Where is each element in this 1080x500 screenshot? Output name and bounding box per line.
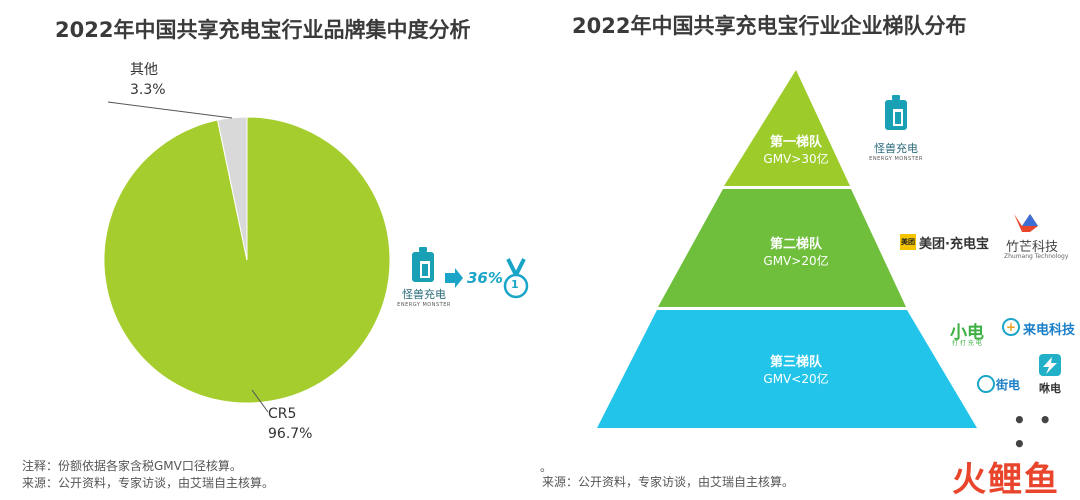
tier-3-gmv: GMV<20亿 — [763, 372, 829, 386]
pyramid-title: 2022年中国共享充电宝行业企业梯队分布 — [572, 14, 967, 38]
tier2-brand-zhumang: 竹芒科技 — [1006, 240, 1059, 255]
footnote-annotation: 注释：份额依据各家含税GMV口径核算。 — [22, 459, 242, 473]
tier-3-name: 第三梯队 — [769, 355, 822, 370]
medal-icon — [503, 258, 529, 299]
watermark-logo: 火鲤鱼 — [952, 460, 1060, 500]
tier-3-shape — [597, 310, 977, 428]
tier1-brand-name: 怪兽充电 — [874, 142, 918, 155]
slice-label-other-name: 其他 — [130, 62, 158, 78]
xiudian-logo-icon — [1039, 354, 1061, 376]
footnote-source: 来源：公开资料，专家访谈，由艾瑞自主核算。 — [22, 476, 275, 490]
tier-1-name: 第一梯队 — [769, 135, 822, 150]
tier3-brand-xiudian: 咻电 — [1039, 382, 1061, 395]
slice-label-other: 其他 3.3% — [130, 60, 166, 100]
footnote-right: 来源：公开资料，专家访谈，由艾瑞自主核算。 — [542, 475, 795, 489]
tier-3-label: 第三梯队 GMV<20亿 — [716, 354, 876, 388]
more-dots: • • • — [1013, 408, 1055, 456]
brand-name: 怪兽充电 — [402, 288, 446, 301]
jiedian-logo-icon — [977, 375, 995, 393]
brand-logo-energy-monster: 怪兽充电 ENERGY MONSTER — [396, 286, 452, 308]
tier-2-gmv: GMV>20亿 — [763, 254, 829, 268]
zhumang-logo-icon — [1014, 214, 1038, 232]
tier-1-label: 第一梯队 GMV>30亿 — [736, 134, 856, 168]
tier-1-shape — [724, 70, 850, 186]
tier-1-gmv: GMV>30亿 — [763, 152, 829, 166]
tier3-brand-xiaodian-sub: 打 打 充 电 — [952, 340, 982, 347]
laidian-logo-icon: + — [1002, 318, 1020, 336]
tier-2-shape — [658, 189, 906, 307]
pie-chart — [103, 101, 391, 413]
arrow-right-icon — [445, 268, 463, 288]
tier2-brand-zhumang-sub: Zhumang Technology — [1004, 253, 1069, 260]
meituan-badge-icon: 美团 — [900, 234, 916, 250]
tier-pyramid — [597, 70, 977, 428]
tier1-brand-sub: ENERGY MONSTER — [869, 156, 923, 162]
tier3-brand-jiedian: 街电 — [996, 378, 1021, 392]
tier3-brand-xiaodian: 小电 — [950, 323, 984, 343]
rank-number: 1 — [511, 278, 519, 291]
tier2-brand-meituan: 美团·充电宝 — [919, 237, 989, 252]
tier1-brand-energy-monster: 怪兽充电 ENERGY MONSTER — [868, 140, 924, 162]
slice-label-cr5-value: 96.7% — [268, 426, 313, 442]
pie-slice-other — [216, 116, 248, 261]
left-panel: 2022年中国共享充电宝行业品牌集中度分析 其他 3.3% CR5 96.7% … — [0, 0, 530, 500]
footnote-left: 注释：份额依据各家含税GMV口径核算。 来源：公开资料，专家访谈，由艾瑞自主核算… — [22, 458, 274, 492]
share-percent: 36% — [467, 269, 503, 287]
tier1-battery-logo-icon — [885, 95, 907, 130]
tier-2-name: 第二梯队 — [769, 237, 822, 252]
leader-line-other — [107, 101, 233, 119]
pie-chart-title: 2022年中国共享充电宝行业品牌集中度分析 — [55, 18, 471, 42]
leader-line-cr5 — [251, 389, 269, 413]
arrow-and-medal — [445, 258, 529, 299]
slice-label-cr5-name: CR5 — [268, 406, 297, 422]
battery-logo-icon — [412, 247, 434, 282]
brand-sub: ENERGY MONSTER — [397, 302, 451, 308]
tier3-brand-laidian: 来电科技 — [1023, 323, 1076, 338]
slice-label-other-value: 3.3% — [130, 82, 166, 98]
footnote-marker: 。 — [540, 460, 553, 474]
slice-label-cr5: CR5 96.7% — [268, 404, 312, 444]
tier-2-label: 第二梯队 GMV>20亿 — [726, 236, 866, 270]
right-panel: 2022年中国共享充电宝行业企业梯队分布 第一梯队 GMV>30亿 第二梯队 G… — [530, 0, 1080, 500]
